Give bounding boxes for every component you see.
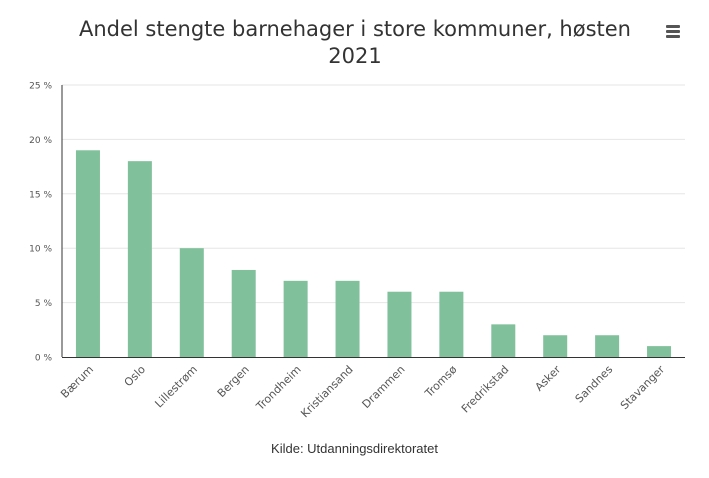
x-tick-label: Stavanger	[618, 363, 668, 413]
hamburger-menu-icon-bar	[666, 30, 680, 33]
bar-drammen	[387, 291, 412, 357]
y-tick-label: 5 %	[35, 299, 53, 309]
bar-asker	[543, 335, 568, 357]
x-tick-label: Trondheim	[253, 363, 304, 414]
bar-sandnes	[595, 335, 620, 357]
y-tick-label: 0 %	[35, 354, 53, 364]
x-tick-label: Drammen	[360, 363, 408, 411]
bar-lillestrøm	[179, 248, 204, 357]
y-tick-label: 10 %	[29, 245, 52, 255]
hamburger-menu-icon-bar	[666, 35, 680, 38]
bar-bergen	[231, 269, 256, 357]
chart-title: Andel stengte barnehager i store kommune…	[50, 16, 660, 70]
x-tick-label: Tromsø	[422, 363, 460, 401]
x-tick-label: Sandnes	[573, 363, 616, 406]
bar-bærum	[75, 150, 100, 357]
x-tick-label: Bærum	[58, 363, 96, 401]
bar-oslo	[127, 161, 152, 357]
chart-title-line-1: Andel stengte barnehager i store kommune…	[79, 17, 631, 41]
y-tick-label: 20 %	[29, 136, 52, 146]
chart-source: Kilde: Utdanningsdirektoratet	[271, 441, 438, 456]
chart-menu-button[interactable]	[660, 20, 686, 42]
bar-tromsø	[439, 291, 464, 357]
x-tick-label: Fredrikstad	[459, 363, 512, 416]
y-tick-label: 15 %	[29, 190, 52, 200]
x-tick-label: Asker	[533, 363, 564, 394]
y-tick-label: 25 %	[29, 82, 52, 92]
bar-stavanger	[647, 346, 672, 357]
x-tick-label: Lillestrøm	[152, 363, 199, 410]
bar-trondheim	[283, 280, 308, 357]
x-tick-label: Kristiansand	[298, 363, 355, 420]
chart-title-line-2: 2021	[328, 44, 382, 68]
bar-kristiansand	[335, 280, 360, 357]
x-tick-label: Oslo	[122, 363, 148, 389]
x-tick-label: Bergen	[215, 363, 252, 400]
hamburger-menu-icon	[666, 25, 680, 28]
bar-chart: 0 % 5 % 10 % 15 % 20 % 25 % Bærum Oslo Lillestrø…	[29, 82, 685, 420]
bar-fredrikstad	[491, 324, 516, 357]
